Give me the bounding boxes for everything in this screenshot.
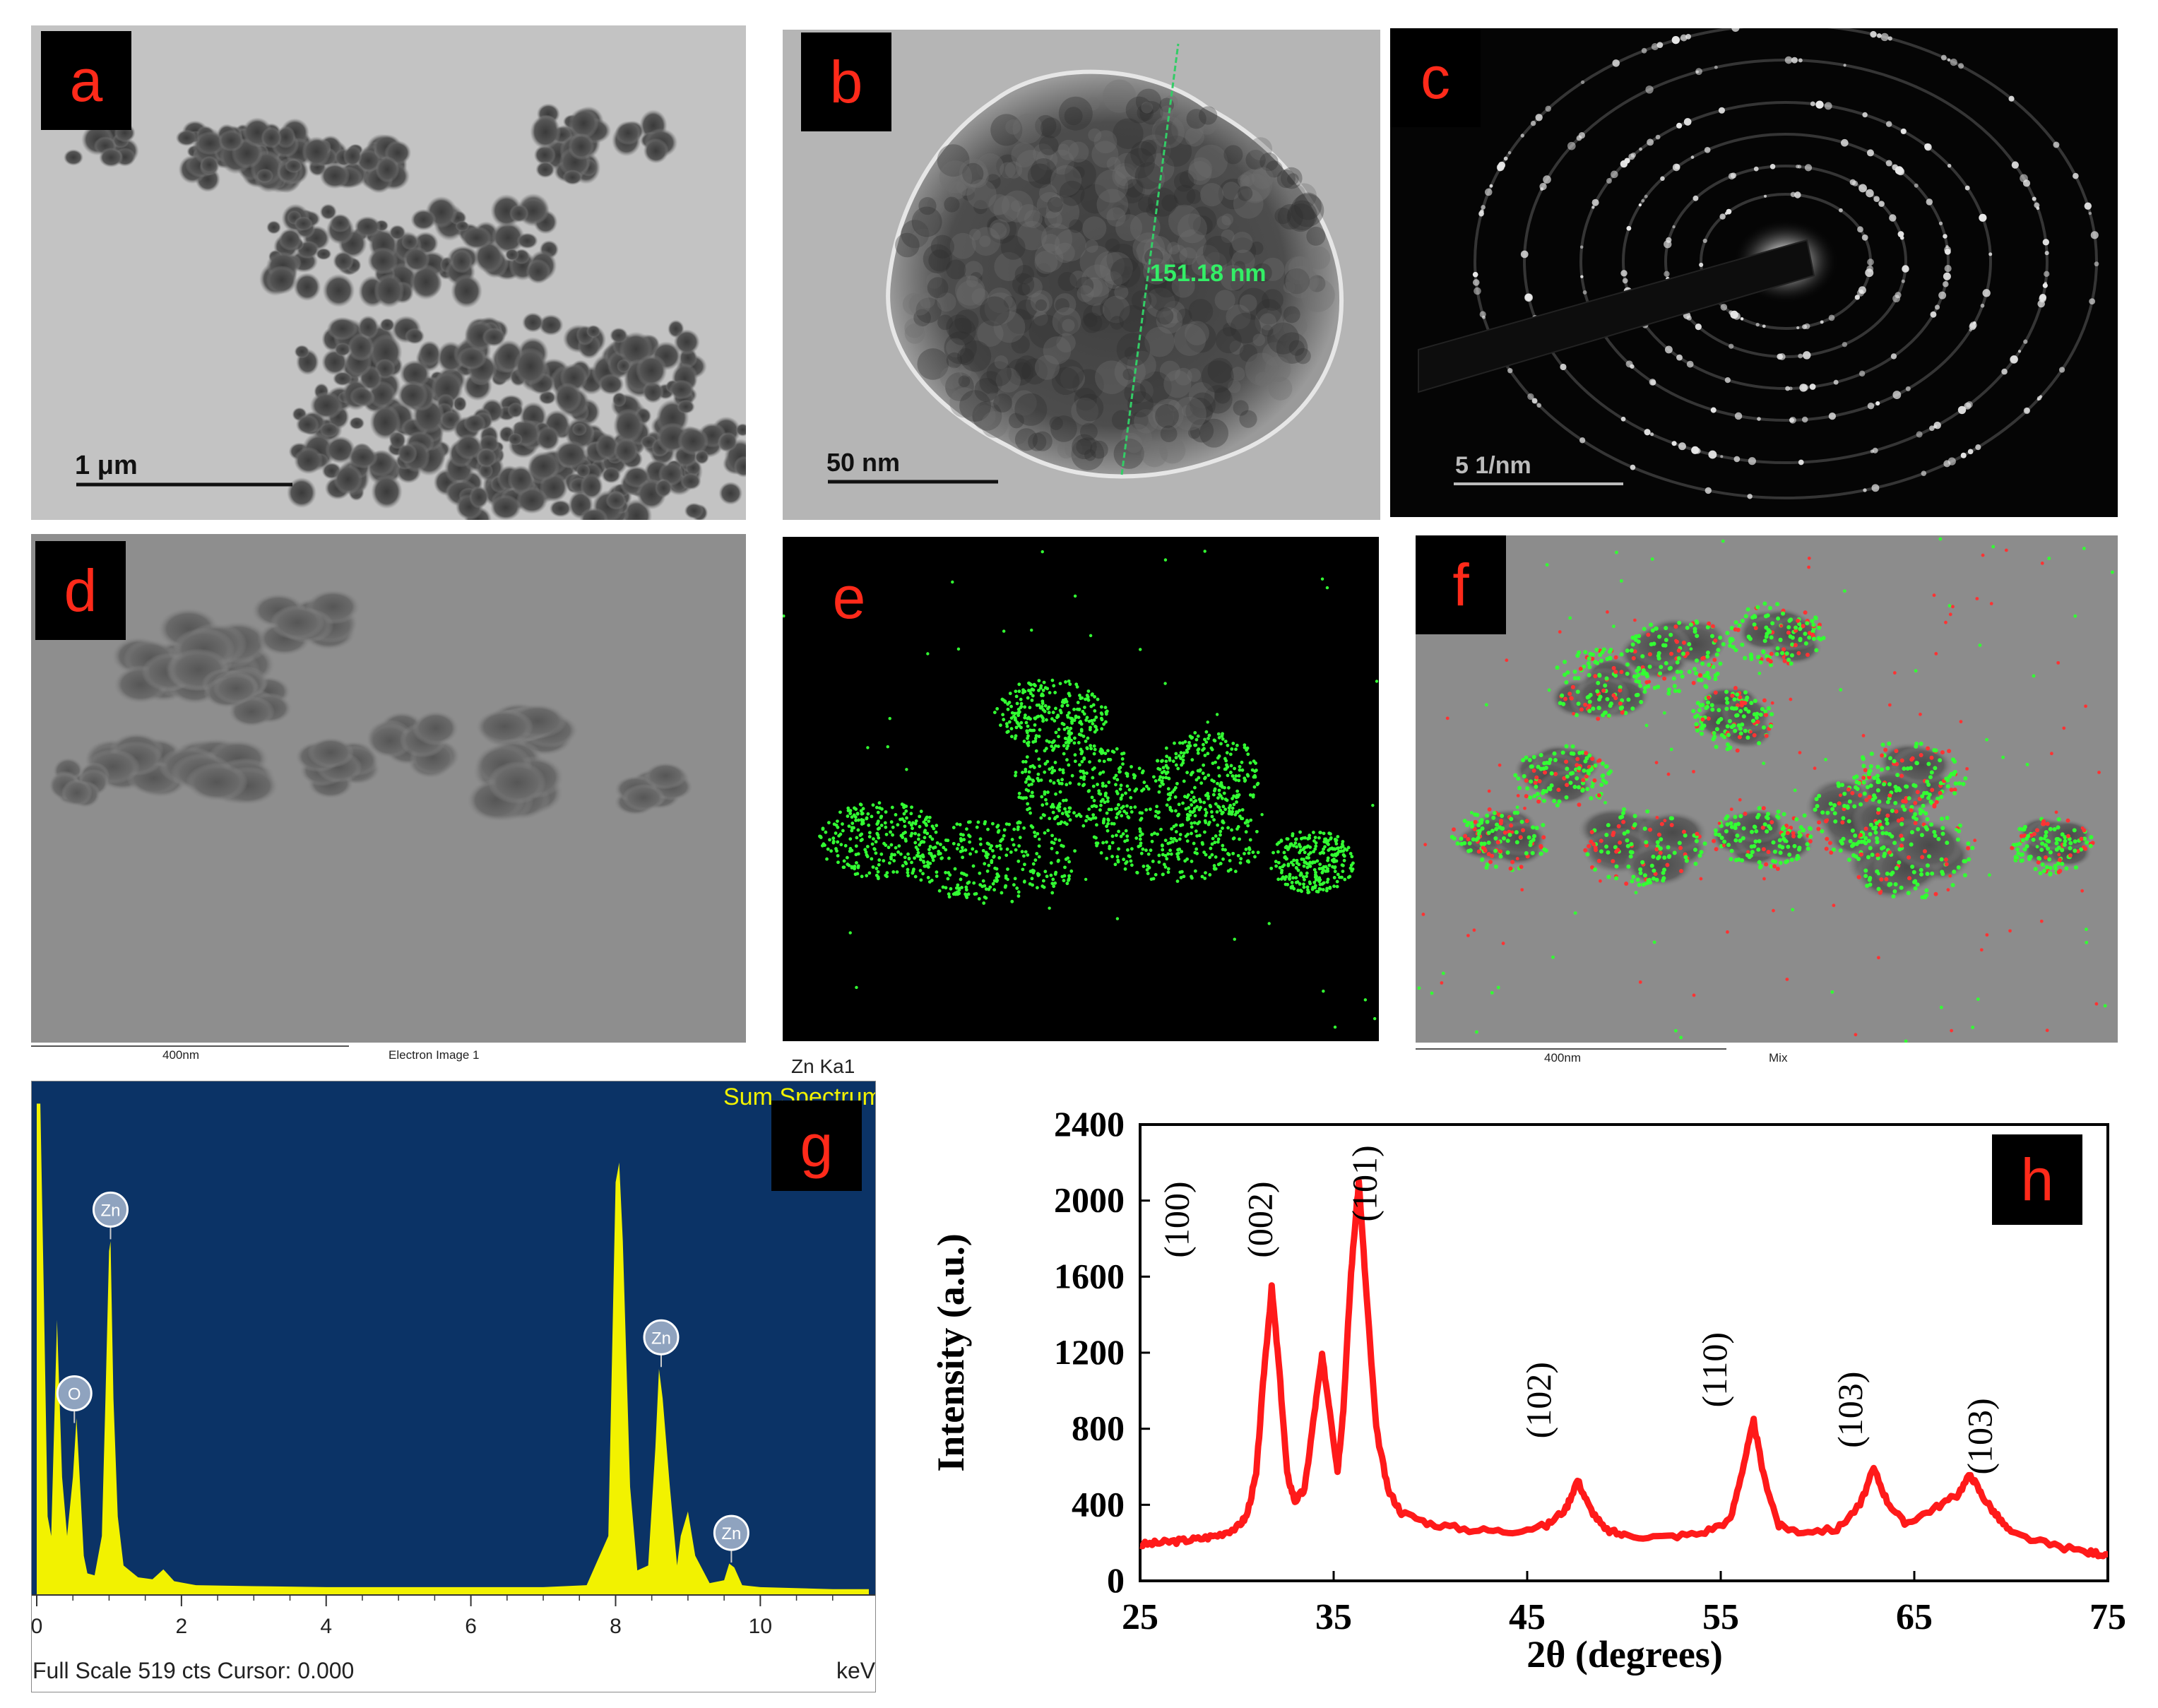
panel-c-saed-pattern: 5 1/nm c — [1390, 28, 2118, 517]
measurement-line — [1120, 43, 1180, 475]
panel-label-e: e — [804, 548, 894, 647]
element-badge-label: Zn — [100, 1201, 120, 1220]
panel-label-c: c — [1390, 28, 1481, 127]
miller-index: (103) — [1960, 1398, 2000, 1474]
nanoparticle-cluster — [63, 103, 746, 520]
x-tick-label: 2 — [176, 1615, 188, 1638]
x-axis-label: 2θ (degrees) — [1526, 1633, 1723, 1676]
element-badge — [56, 1375, 93, 1412]
panel-label-a: a — [41, 31, 131, 130]
x-tick-label: 75 — [2089, 1597, 2126, 1637]
scale-bar-d — [31, 1045, 349, 1047]
element-badge-label: O — [68, 1385, 81, 1404]
caption-d: Electron Image 1 — [389, 1048, 480, 1062]
x-tick-label: 8 — [610, 1615, 622, 1638]
zn-signal-dots — [783, 550, 1379, 1029]
x-tick-label: 25 — [1122, 1597, 1158, 1637]
panel-f-mixed-map: f — [1416, 535, 2118, 1043]
panel-a-tem-image: 1 μm a — [31, 25, 746, 520]
miller-index: (002) — [1240, 1181, 1279, 1257]
element-badge-label: Zn — [651, 1329, 671, 1348]
x-tick-label: 4 — [320, 1615, 332, 1638]
x-axis-ticks: 0 2 4 6 8 10 — [31, 1595, 834, 1638]
xrd-chart: 25 35 45 55 65 75 0 400 800 1200 1600 2000 2400 (100… — [930, 1104, 2126, 1676]
x-tick-label: 45 — [1509, 1597, 1546, 1637]
zn-o-signal-dots — [1417, 535, 2114, 1043]
miller-index-labels: (100) (002) (101) (102) (110) (103) (103) — [1157, 1145, 2000, 1474]
miller-index: (101) — [1344, 1145, 1384, 1221]
y-axis-label: Intensity (a.u.) — [930, 1233, 972, 1472]
x-tick-label: 10 — [749, 1615, 772, 1638]
panel-label-b: b — [801, 32, 891, 131]
diffraction-rings — [1472, 28, 2099, 499]
eds-footer: Full Scale 519 cts Cursor: 0.000 — [32, 1658, 354, 1683]
miller-index: (110) — [1695, 1332, 1734, 1407]
panel-label-f: f — [1416, 535, 1506, 634]
panel-e-zn-map: e — [783, 537, 1379, 1041]
panel-d-electron-image: d — [31, 534, 746, 1043]
scale-label-f: 400nm — [1544, 1051, 1581, 1064]
xrd-line — [1139, 1178, 2109, 1560]
panel-g-eds-spectrum: Sum Spectrum O Zn Zn Zn 0 2 4 6 8 10 Full Scale … — [31, 1081, 876, 1692]
x-axis-unit: keV — [836, 1658, 876, 1683]
saed-image — [1390, 28, 2118, 517]
nanoparticle-aggregates — [49, 589, 694, 822]
panel-label-h: h — [1992, 1134, 2082, 1225]
x-tick-label: 0 — [31, 1615, 42, 1638]
tem-image-a — [31, 25, 746, 520]
x-tick-label: 6 — [465, 1615, 477, 1638]
y-tick-label: 2400 — [1054, 1104, 1125, 1144]
electron-image — [31, 534, 746, 1043]
scale-label: 50 nm — [826, 448, 901, 477]
element-badge-label: Zn — [721, 1524, 741, 1543]
element-badge — [643, 1319, 680, 1356]
y-tick-label: 0 — [1107, 1560, 1125, 1600]
panel-h-xrd-pattern: 25 35 45 55 65 75 0 400 800 1200 1600 2000 2400 (100… — [907, 1102, 2150, 1695]
particle-texture — [895, 79, 1335, 471]
y-tick-label: 2000 — [1054, 1180, 1125, 1220]
scale-label-d: 400nm — [162, 1048, 199, 1062]
caption-e: Zn Ka1 — [791, 1055, 855, 1077]
y-tick-label: 400 — [1072, 1484, 1125, 1524]
x-tick-label: 55 — [1702, 1597, 1739, 1637]
element-badge — [92, 1191, 129, 1228]
panel-label-g: g — [771, 1101, 862, 1191]
scale-label: 5 1/nm — [1455, 452, 1531, 479]
panel-label-d: d — [35, 541, 126, 640]
miller-index: (100) — [1157, 1181, 1197, 1257]
caption-f: Mix — [1769, 1051, 1788, 1064]
elemental-map-zn — [783, 537, 1379, 1041]
x-tick-label: 65 — [1896, 1597, 1933, 1637]
element-badge — [713, 1514, 749, 1551]
panel-b-hrtem-image: 50 nm 151.18 nm b — [783, 30, 1380, 520]
y-tick-label: 800 — [1072, 1408, 1125, 1448]
element-peak-labels: O Zn Zn Zn — [56, 1191, 749, 1563]
measurement-label: 151.18 nm — [1150, 260, 1267, 287]
eds-spectrum-area — [37, 1103, 869, 1595]
y-tick-label: 1600 — [1054, 1256, 1125, 1295]
elemental-map-mix — [1416, 535, 2118, 1043]
scale-label: 1 μm — [75, 451, 138, 480]
beam-stopper — [1418, 239, 1815, 393]
tem-image-b — [783, 30, 1380, 520]
plot-frame — [1139, 1123, 2109, 1582]
miller-index: (102) — [1519, 1362, 1558, 1438]
eds-plot-area — [31, 1081, 876, 1595]
scale-bar-f — [1416, 1048, 1726, 1050]
x-tick-label: 35 — [1315, 1597, 1352, 1637]
axis-ticks: 25 35 45 55 65 75 0 400 800 1200 1600 2000 2400 — [1054, 1104, 2126, 1637]
miller-index: (103) — [1830, 1372, 1870, 1448]
y-tick-label: 1200 — [1054, 1332, 1125, 1372]
